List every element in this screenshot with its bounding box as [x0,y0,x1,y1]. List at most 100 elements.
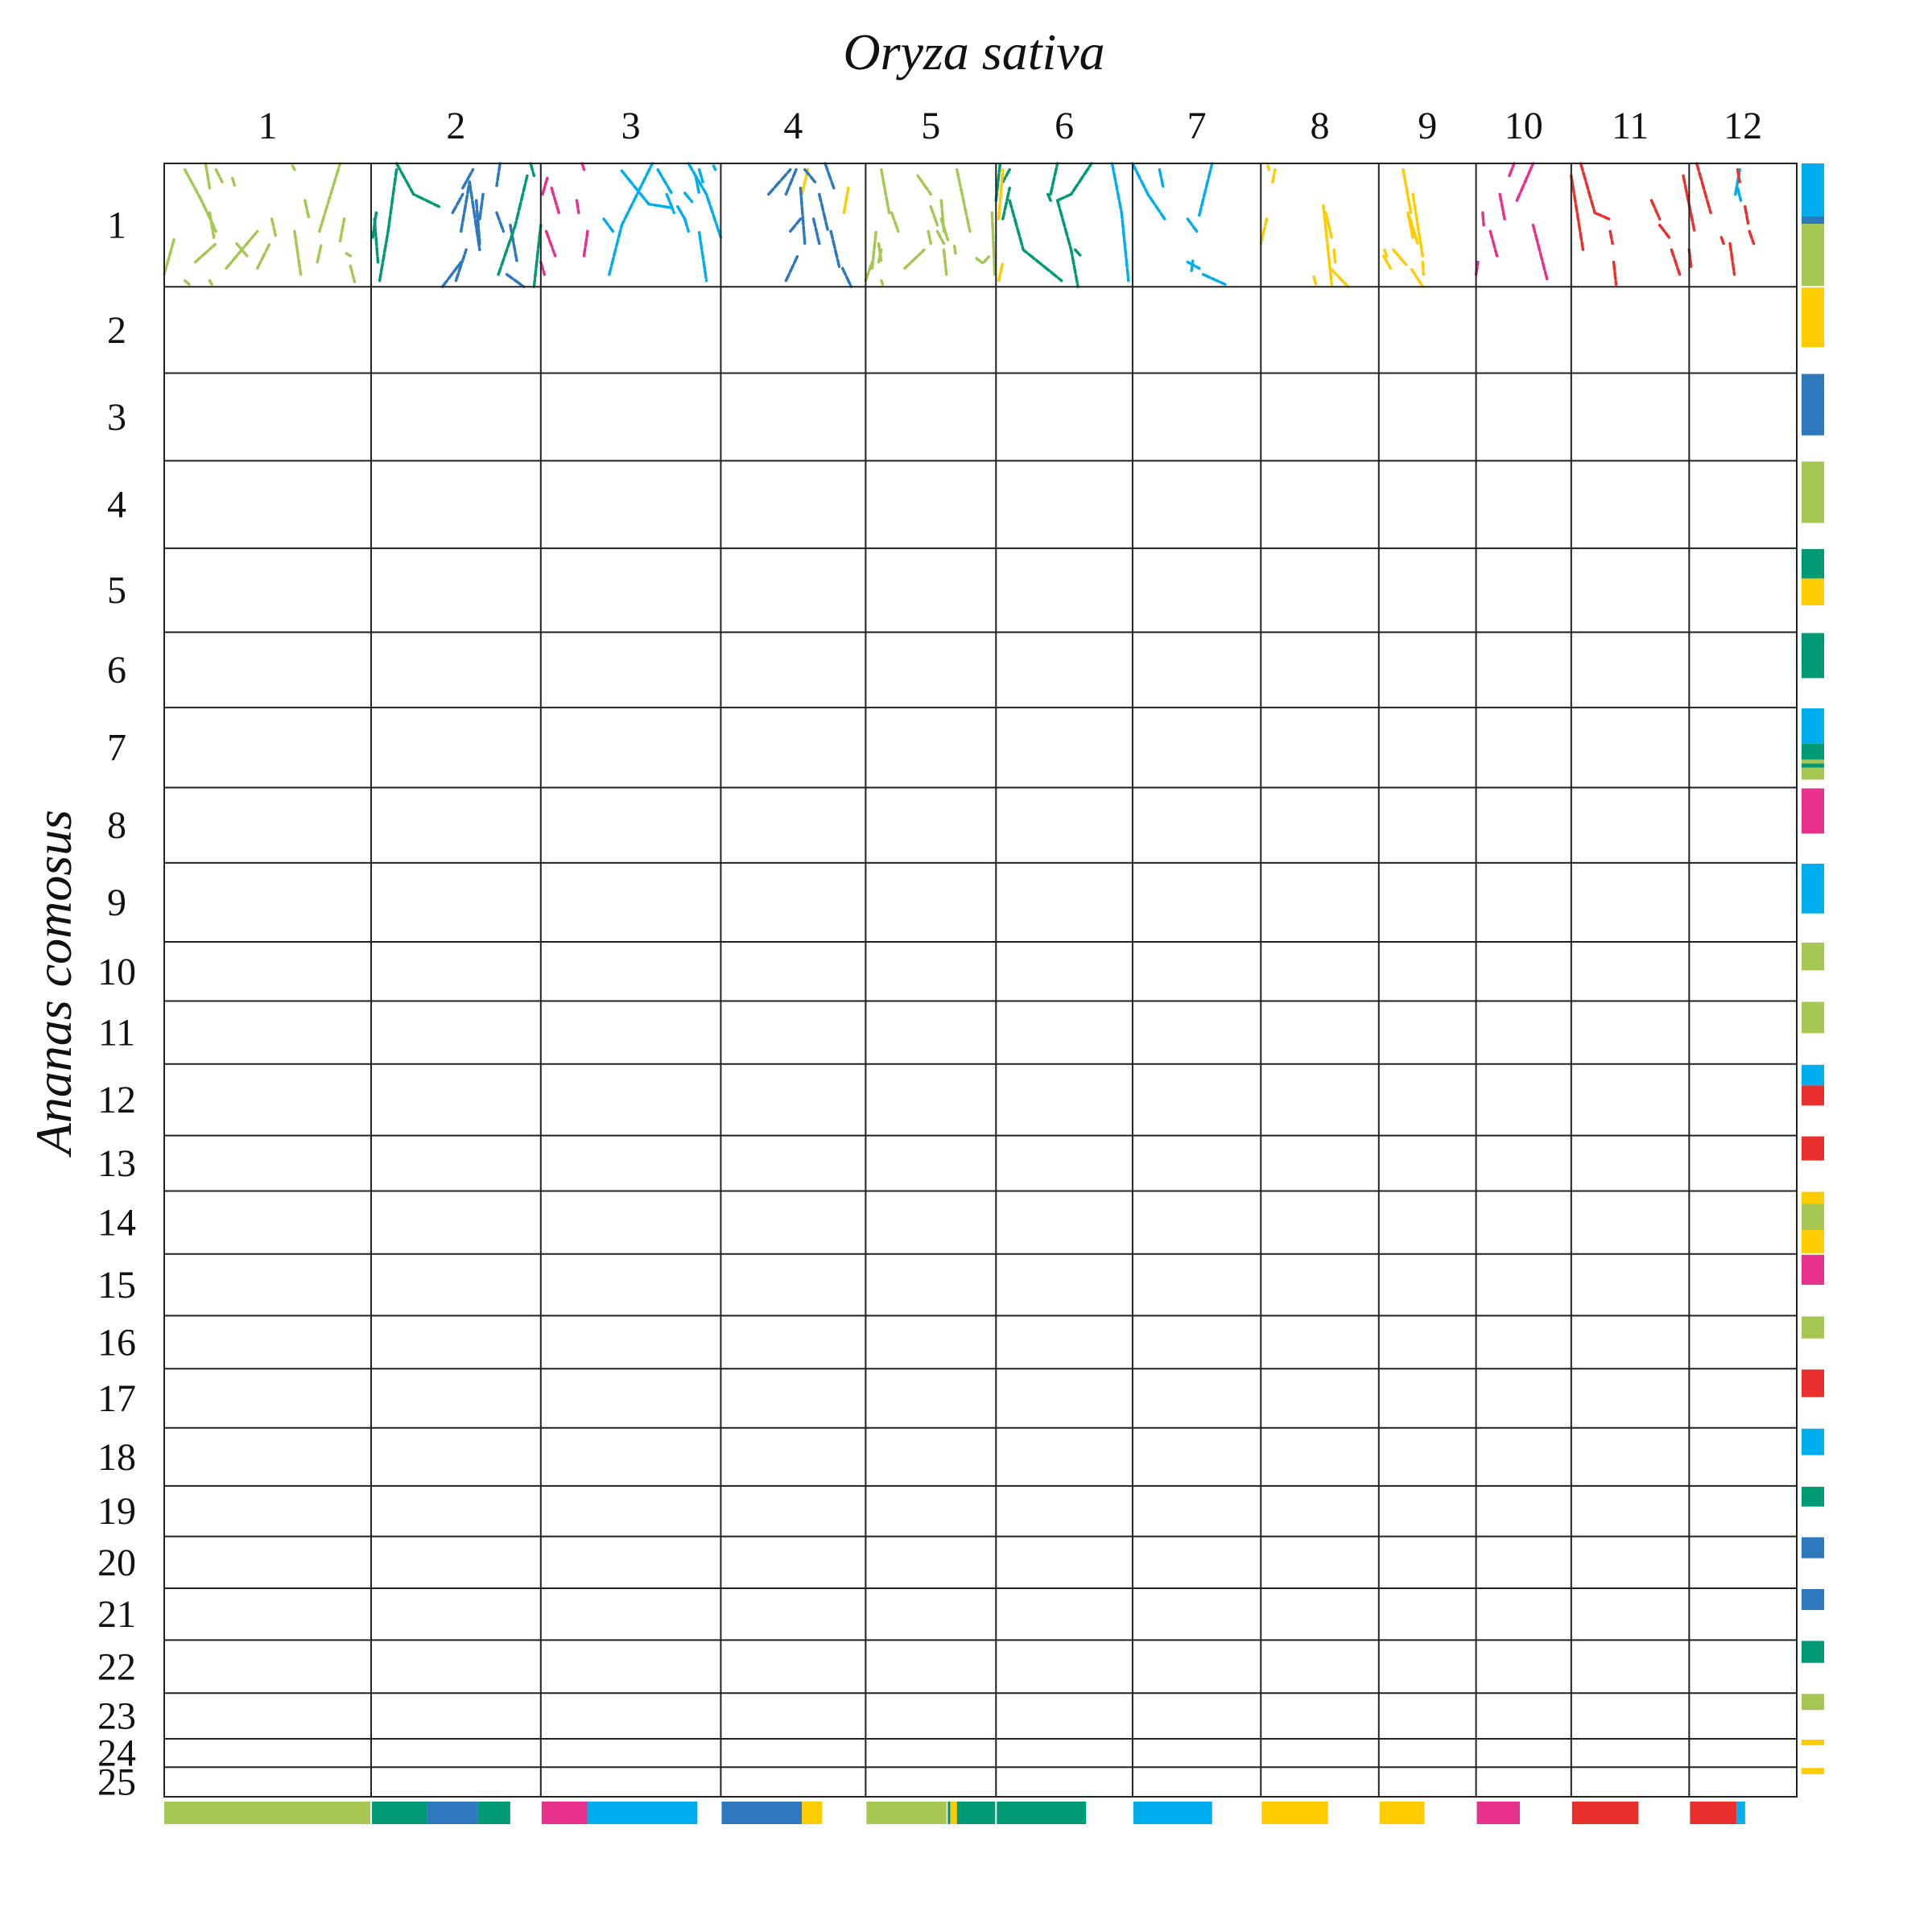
y-tick-label: 7 [107,727,126,770]
y-tick-label: 21 [97,1593,136,1636]
y-color-bar-block [1802,373,1824,436]
synteny-segment [1008,199,1063,283]
synteny-segment [1411,192,1424,258]
y-color-bar-block [1802,1315,1824,1339]
y-tick-label: 20 [97,1542,136,1584]
synteny-segment [942,248,948,276]
synteny-segment [877,242,883,264]
y-color-bar-block [1802,460,1824,523]
synteny-segment [1736,186,1743,202]
synteny-segment [903,248,926,270]
synteny-segment [529,162,536,178]
y-tick-label: 15 [97,1264,136,1307]
synteny-segment [620,169,674,209]
synteny-segment [1579,162,1596,215]
synteny-segment [550,186,560,215]
x-tick-label: 10 [1505,105,1543,147]
synteny-segment [1508,162,1516,178]
synteny-segment [349,264,357,283]
x-color-bar-block [1378,1802,1425,1824]
synteny-segment [608,162,654,276]
synteny-segment [1593,211,1611,221]
synteny-segment [1186,217,1199,233]
y-color-bar-block [1802,1536,1824,1558]
synteny-segment [468,180,481,252]
x-color-bar-block [956,1802,997,1824]
synteny-segment [505,273,526,288]
y-color-bar-block [1802,1203,1824,1231]
y-color-bar-block [1802,1693,1824,1711]
synteny-segment [1608,229,1614,246]
y-color-bar-block [1802,1063,1824,1086]
synteny-segment [1324,211,1333,239]
synteny-segment [1406,211,1414,239]
y-tick-label: 9 [107,881,126,924]
y-color-bar-block [1802,767,1824,780]
y-color-bar-block [1802,941,1824,971]
synteny-segment [474,199,481,246]
synteny-segment [694,174,701,196]
x-color-bar-block [1476,1802,1520,1824]
synteny-segment [1488,229,1499,258]
synteny-segment [1259,217,1269,246]
synteny-segment [803,167,817,184]
synteny-segment [183,279,191,286]
y-tick-label: 13 [97,1142,136,1185]
synteny-segment [1201,273,1227,286]
y-color-bar-block [1802,632,1824,679]
y-tick-label: 19 [97,1490,136,1533]
x-tick-label: 4 [783,105,803,147]
x-tick-label: 1 [258,105,278,147]
y-color-bar-block [1802,1001,1824,1034]
synteny-segment [811,217,821,246]
y-color-bar-block [1802,1230,1824,1254]
synteny-segment [870,229,878,270]
synteny-segment [1421,260,1426,276]
y-color-bar-block [1802,287,1824,348]
x-tick-label: 2 [446,105,465,147]
y-color-bar-block [1802,862,1824,914]
x-color-bar-block [1132,1802,1212,1824]
synteny-segment [293,229,303,276]
synteny-segment [842,186,850,215]
y-color-bar-block [1802,216,1824,225]
synteny-segment [929,204,939,227]
y-color-bar-block [1802,224,1824,287]
synteny-segment [208,279,213,286]
synteny-segment [880,167,891,215]
x-tick-label: 8 [1311,105,1330,147]
y-tick-label: 12 [97,1079,136,1121]
synteny-segment [784,254,799,283]
synteny-segment [840,266,853,288]
synteny-segment [204,162,212,190]
synteny-segment [1728,242,1736,276]
synteny-segment [1695,162,1712,215]
y-tick-label: 10 [97,951,136,993]
x-tick-label: 3 [621,105,641,147]
synteny-segment [1719,236,1725,246]
synteny-segment [235,242,249,258]
x-color-bar-block [1689,1802,1737,1824]
synteny-segment [975,254,991,266]
synteny-segment [1186,260,1201,270]
synteny-segment [371,211,378,239]
y-color-bar-block [1802,1640,1824,1663]
x-tick-label: 12 [1724,105,1762,147]
synteny-segment [497,174,529,276]
y-color-bar-block [1802,1767,1824,1775]
color-bars [164,163,1824,1824]
x-axis-title: Oryza sativa [843,23,1104,80]
synteny-segment [1131,162,1166,221]
y-color-bar-block [1802,163,1824,217]
synteny-segment [193,242,218,264]
synteny-segment [1382,254,1393,270]
y-color-bar-block [1802,1427,1824,1455]
y-axis-title: Ananas comosus [25,810,82,1158]
synteny-segment [1649,199,1662,221]
synteny-segment [829,229,841,270]
synteny-segment [1158,167,1165,190]
synteny-segment [767,167,792,196]
synteny-segment [1046,192,1052,202]
synteny-segment [541,174,550,196]
synteny-segment [1110,162,1130,283]
